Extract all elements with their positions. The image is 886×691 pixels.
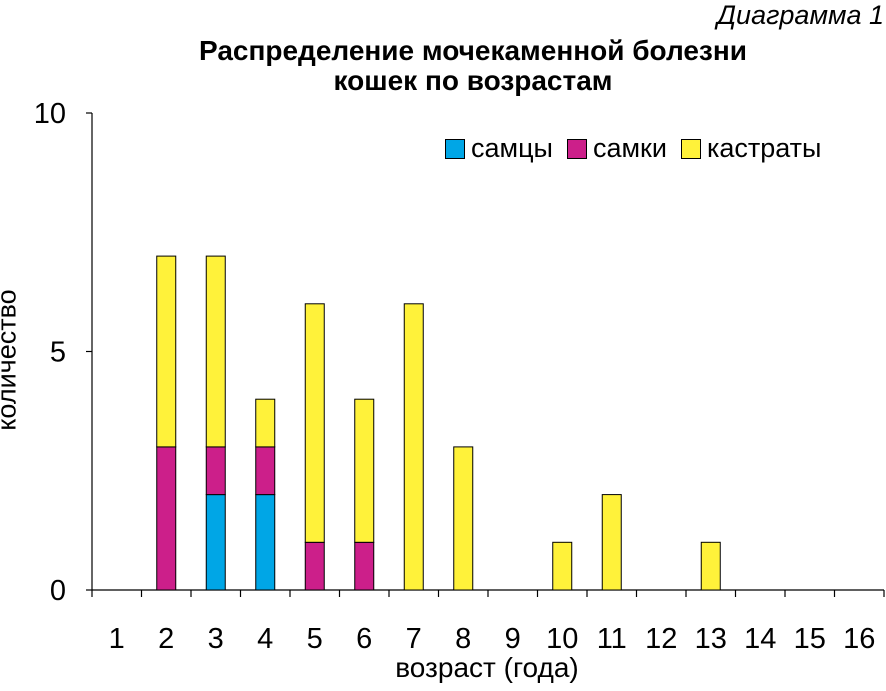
bar-segment-neutered (700, 541, 721, 591)
bar-segment-females (354, 541, 375, 591)
bar-segment-females (205, 446, 226, 496)
x-tick-label: 7 (406, 623, 422, 655)
bar-segment-neutered (552, 541, 573, 591)
x-tick-label: 5 (307, 623, 323, 655)
x-tick-label: 3 (208, 623, 224, 655)
chart-title: Распределение мочекаменной болезни кошек… (0, 36, 886, 96)
bar-segment-neutered (453, 446, 474, 591)
legend-swatch-females (566, 138, 587, 159)
y-axis-title: количество (0, 289, 22, 431)
x-tick-label: 12 (645, 623, 677, 655)
y-tick-label: 5 (50, 337, 66, 369)
legend-label-males: самцы (471, 133, 553, 163)
bar-segment-neutered (255, 398, 276, 448)
x-tick-label: 10 (546, 623, 578, 655)
legend-label-females: самки (592, 133, 667, 163)
diagram-number: Диаграмма 1 (717, 0, 884, 30)
bar-segment-females (255, 446, 276, 496)
chart-title-line-1: Распределение мочекаменной болезни (199, 35, 747, 66)
bar-segment-neutered (403, 303, 424, 591)
bar-segment-females (304, 541, 325, 591)
bar-segment-females (156, 446, 177, 591)
bar-segment-neutered (304, 303, 325, 543)
legend-item-males: самцы (445, 133, 553, 164)
legend-swatch-neutered (680, 138, 701, 159)
x-tick-label: 1 (109, 623, 125, 655)
legend-swatch-males (445, 138, 465, 159)
bar-segment-males (255, 494, 276, 591)
bar-segment-males (205, 494, 226, 591)
legend-item-females: самки (566, 133, 667, 164)
x-tick-label: 6 (356, 623, 372, 655)
chart-title-line-2: кошек по возрастам (333, 65, 613, 96)
bar-segment-neutered (205, 255, 226, 448)
legend-label-neutered: кастраты (706, 133, 822, 163)
y-tick-label: 0 (50, 575, 66, 607)
x-tick-label: 11 (597, 623, 627, 655)
x-tick-label: 4 (257, 623, 273, 655)
x-tick-label: 13 (695, 623, 727, 655)
x-tick-label: 9 (505, 623, 521, 655)
x-tick-label: 14 (744, 623, 776, 655)
x-tick-label: 2 (158, 623, 174, 655)
x-tick-label: 15 (794, 623, 826, 655)
bar-segment-neutered (354, 398, 375, 543)
y-tick-label: 10 (34, 98, 66, 130)
x-axis-title: возраст (года) (395, 652, 579, 683)
bar-segment-neutered (601, 494, 622, 591)
legend-item-neutered: кастраты (680, 133, 822, 164)
bar-segment-neutered (156, 255, 177, 448)
x-tick-label: 8 (455, 623, 471, 655)
x-tick-label: 16 (843, 623, 875, 655)
legend: самцы самки кастраты (445, 133, 835, 164)
